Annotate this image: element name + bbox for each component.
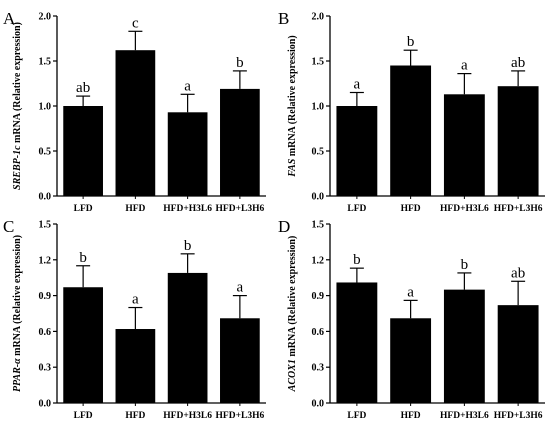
significance-label: ab [511,265,525,281]
y-axis-label: SREBP-1c mRNA (Relative expression) [12,22,23,190]
chart-panel-d: D 0.0 0.3 0.6 0.9 1.2 1.5 ACOX1 mRNA (Relative … [278,217,545,421]
y-tick-label: 1.2 [39,255,52,266]
x-tick-label: HFD [125,204,145,214]
x-tick-label: LFD [347,411,366,421]
significance-label: b [461,257,469,273]
y-axis-label-text: mRNA (Relative expression) [12,235,23,358]
y-tick-label: 2.0 [39,12,52,23]
x-tick-label: HFD+L3H6 [216,411,265,421]
significance-label: b [407,34,415,50]
y-tick-label: 0.0 [312,192,325,203]
significance-label: a [407,284,414,300]
y-tick-label: 0.0 [39,399,52,410]
y-tick-label: 0.0 [39,192,52,203]
y-axis-label: ACOX1 mRNA (Relative expression) [287,236,298,393]
panel-letter: A [3,9,16,28]
y-tick-label: 0.3 [312,363,325,374]
chart-panel-b: B 0.0 0.5 1.0 1.5 2.0 FAS mRNA (Relative expre… [278,9,545,214]
y-tick-label: 1.0 [39,102,52,113]
y-tick-label: 0.0 [312,399,325,410]
bar-hfd-h3l6 [167,272,208,403]
bar-lfd [336,282,378,403]
y-tick-label: 0.3 [39,363,52,374]
significance-label: a [354,77,361,93]
y-axis-label-gene: PPAR-α [12,358,23,392]
x-tick-label: LFD [347,204,366,214]
bar-hfd-h3l6 [443,94,485,196]
significance-label: a [184,78,191,94]
chart-panel-c: C 0.0 0.3 0.6 0.9 1.2 1.5 PPAR-α mRNA (Relative… [3,217,266,421]
bar-hfd [390,318,432,403]
y-tick-label: 0.9 [312,291,325,302]
panel-letter: D [278,217,290,236]
y-tick-label: 0.6 [312,327,325,338]
bar-lfd [63,287,103,403]
significance-label: b [79,250,87,266]
x-tick-label: HFD+H3L6 [440,204,489,214]
panel-letter: B [278,9,289,28]
y-tick-label: 2.0 [312,12,325,23]
y-tick-label: 1.5 [312,57,325,68]
y-tick-label: 1.5 [312,220,325,231]
significance-label: ab [511,55,525,71]
significance-label: b [236,55,244,71]
y-axis-label: FAS mRNA (Relative expression) [287,35,298,177]
y-axis-label-text: mRNA (Relative expression) [287,236,298,359]
x-tick-label: HFD [401,204,421,214]
x-tick-label: LFD [74,204,93,214]
x-tick-label: LFD [74,411,93,421]
y-tick-label: 0.5 [39,147,52,158]
significance-label: b [353,252,361,268]
x-tick-label: HFD [401,411,421,421]
y-axis-label: PPAR-α mRNA (Relative expression) [12,235,23,392]
y-axis-label-text: mRNA (Relative expression) [287,35,298,158]
bar-hfd-l3h6 [220,318,260,403]
bar-lfd [336,106,378,196]
x-tick-label: HFD+H3L6 [163,411,212,421]
y-tick-label: 1.5 [39,220,52,231]
y-tick-label: 0.5 [312,147,325,158]
bar-hfd-h3l6 [167,112,208,196]
y-tick-label: 0.6 [39,327,52,338]
x-tick-label: HFD+L3H6 [216,204,265,214]
significance-label: b [184,238,192,254]
y-tick-label: 1.2 [312,255,325,266]
bar-lfd [63,106,103,196]
bar-hfd [115,329,156,403]
bar-hfd-l3h6 [220,88,260,196]
bar-hfd [115,50,156,197]
y-axis-label-gene: FAS [287,158,298,177]
y-axis-label-gene: ACOX1 [287,359,298,392]
x-tick-label: HFD+L3H6 [494,204,543,214]
bar-hfd-l3h6 [497,305,539,403]
x-tick-label: HFD [125,411,145,421]
y-tick-label: 1.5 [39,57,52,68]
bar-hfd-h3l6 [443,289,485,403]
significance-label: a [132,292,139,308]
significance-label: a [237,280,244,296]
bar-hfd-l3h6 [497,86,539,196]
significance-label: c [132,15,139,31]
panel-letter: C [3,217,14,236]
x-tick-label: HFD+L3H6 [494,411,543,421]
y-axis-label-gene: SREBP-1c [12,145,23,190]
chart-panel-a: A 0.0 0.5 1.0 1.5 2.0 SREBP-1c mRNA (Relative … [3,9,266,214]
y-tick-label: 1.0 [312,102,325,113]
x-tick-label: HFD+H3L6 [440,411,489,421]
x-tick-label: HFD+H3L6 [163,204,212,214]
y-axis-label-text: mRNA (Relative expression) [12,22,23,145]
significance-label: a [461,58,468,74]
y-tick-label: 0.9 [39,291,52,302]
significance-label: ab [76,80,90,96]
bar-hfd [390,65,432,196]
